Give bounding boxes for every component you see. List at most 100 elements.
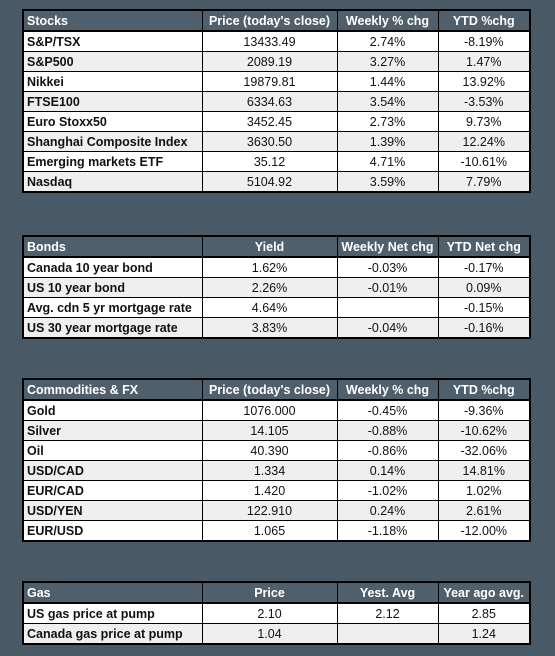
table-cell: 1.04	[201, 623, 338, 645]
table-row: Shanghai Composite Index 3630.50 1.39% 12.2…	[22, 131, 531, 152]
bonds-table-header: Bonds Yield Weekly Net chg YTD Net chg	[22, 235, 531, 258]
row-label: EUR/CAD	[22, 480, 203, 501]
table-cell: -0.88%	[336, 420, 439, 441]
column-header: Price (today's close)	[201, 378, 338, 401]
table-cell: -0.86%	[336, 440, 439, 461]
bonds-table-body: Canada 10 year bond 1.62% -0.03% -0.17% US 1…	[22, 256, 531, 339]
table-cell: 0.14%	[336, 460, 439, 481]
row-label: S&P/TSX	[22, 30, 203, 52]
table-cell: 2.10	[201, 602, 338, 624]
table-cell: 6334.63	[201, 91, 338, 112]
column-header: Yest. Avg	[336, 581, 439, 604]
table-cell: 1076.000	[201, 399, 338, 421]
table-cell: 14.105	[201, 420, 338, 441]
gas-table: Gas Price Yest. Avg Year ago avg. US gas pr…	[22, 581, 531, 645]
gas-table-body: US gas price at pump 2.10 2.12 2.85 Canada g…	[22, 602, 531, 645]
row-label: EUR/USD	[22, 520, 203, 542]
table-row: Silver 14.105 -0.88% -10.62%	[22, 420, 531, 441]
table-cell: -9.36%	[437, 399, 531, 421]
row-label: Canada 10 year bond	[22, 256, 203, 278]
gas-table-header: Gas Price Yest. Avg Year ago avg.	[22, 581, 531, 604]
header-row: Gas Price Yest. Avg Year ago avg.	[22, 581, 531, 604]
row-label: Nikkei	[22, 71, 203, 92]
table-cell: 2.73%	[336, 111, 439, 132]
table-cell: -0.16%	[437, 317, 531, 339]
row-label: Euro Stoxx50	[22, 111, 203, 132]
column-header: Commodities & FX	[22, 378, 203, 401]
row-label: Silver	[22, 420, 203, 441]
table-cell: -8.19%	[437, 30, 531, 52]
header-row: Bonds Yield Weekly Net chg YTD Net chg	[22, 235, 531, 258]
stocks-table: Stocks Price (today's close) Weekly % chg Y…	[22, 9, 531, 193]
table-cell: 0.24%	[336, 500, 439, 521]
table-cell	[336, 623, 439, 645]
table-row: S&P500 2089.19 3.27% 1.47%	[22, 51, 531, 72]
table-cell: -3.53%	[437, 91, 531, 112]
table-cell: -12.00%	[437, 520, 531, 542]
table-cell: 40.390	[201, 440, 338, 461]
table-row: US 10 year bond 2.26% -0.01% 0.09%	[22, 277, 531, 298]
row-label: Oil	[22, 440, 203, 461]
column-header: Bonds	[22, 235, 203, 258]
table-cell: 4.71%	[336, 151, 439, 172]
table-cell: 2.85	[437, 602, 531, 624]
header-row: Commodities & FX Price (today's close) Wee…	[22, 378, 531, 401]
table-cell: 3.59%	[336, 171, 439, 193]
row-label: USD/YEN	[22, 500, 203, 521]
column-header: Stocks	[22, 9, 203, 32]
row-label: US gas price at pump	[22, 602, 203, 624]
column-header: Price (today's close)	[201, 9, 338, 32]
table-cell: -1.02%	[336, 480, 439, 501]
table-row: US 30 year mortgage rate 3.83% -0.04% -0.16…	[22, 317, 531, 339]
table-cell: -0.17%	[437, 256, 531, 278]
table-row: US gas price at pump 2.10 2.12 2.85	[22, 602, 531, 624]
table-cell: 13.92%	[437, 71, 531, 92]
table-row: USD/CAD 1.334 0.14% 14.81%	[22, 460, 531, 481]
row-label: Canada gas price at pump	[22, 623, 203, 645]
table-row: S&P/TSX 13433.49 2.74% -8.19%	[22, 30, 531, 52]
column-header: Price	[201, 581, 338, 604]
table-row: EUR/CAD 1.420 -1.02% 1.02%	[22, 480, 531, 501]
table-cell: 1.39%	[336, 131, 439, 152]
table-cell: 13433.49	[201, 30, 338, 52]
table-row: USD/YEN 122.910 0.24% 2.61%	[22, 500, 531, 521]
table-cell: 35.12	[201, 151, 338, 172]
row-label: US 30 year mortgage rate	[22, 317, 203, 339]
table-row: EUR/USD 1.065 -1.18% -12.00%	[22, 520, 531, 542]
table-cell: 14.81%	[437, 460, 531, 481]
table-row: Gold 1076.000 -0.45% -9.36%	[22, 399, 531, 421]
stocks-table-header: Stocks Price (today's close) Weekly % chg Y…	[22, 9, 531, 32]
table-cell: 2.12	[336, 602, 439, 624]
table-cell: 9.73%	[437, 111, 531, 132]
column-header: Weekly % chg	[336, 378, 439, 401]
table-cell: 1.47%	[437, 51, 531, 72]
table-cell: 19879.81	[201, 71, 338, 92]
stocks-table-body: S&P/TSX 13433.49 2.74% -8.19% S&P500 2089.19 3…	[22, 30, 531, 193]
table-row: FTSE100 6334.63 3.54% -3.53%	[22, 91, 531, 112]
row-label: Avg. cdn 5 yr mortgage rate	[22, 297, 203, 318]
row-label: Gold	[22, 399, 203, 421]
table-row: Oil 40.390 -0.86% -32.06%	[22, 440, 531, 461]
table-row: Emerging markets ETF 35.12 4.71% -10.61%	[22, 151, 531, 172]
row-label: US 10 year bond	[22, 277, 203, 298]
table-cell: -0.15%	[437, 297, 531, 318]
row-label: FTSE100	[22, 91, 203, 112]
table-cell: 3452.45	[201, 111, 338, 132]
commodities-fx-table: Commodities & FX Price (today's close) Wee…	[22, 378, 531, 542]
commodities-fx-table-header: Commodities & FX Price (today's close) Wee…	[22, 378, 531, 401]
bonds-table: Bonds Yield Weekly Net chg YTD Net chg Cana…	[22, 235, 531, 339]
table-cell: -1.18%	[336, 520, 439, 542]
table-cell: 1.065	[201, 520, 338, 542]
row-label: Shanghai Composite Index	[22, 131, 203, 152]
table-cell: 2.61%	[437, 500, 531, 521]
table-cell: 3.83%	[201, 317, 338, 339]
table-row: Euro Stoxx50 3452.45 2.73% 9.73%	[22, 111, 531, 132]
table-cell: 4.64%	[201, 297, 338, 318]
table-cell: 1.02%	[437, 480, 531, 501]
table-cell: 2089.19	[201, 51, 338, 72]
table-cell: 1.334	[201, 460, 338, 481]
table-cell: 1.420	[201, 480, 338, 501]
table-cell: 12.24%	[437, 131, 531, 152]
table-cell: 2.74%	[336, 30, 439, 52]
table-row: Nikkei 19879.81 1.44% 13.92%	[22, 71, 531, 92]
